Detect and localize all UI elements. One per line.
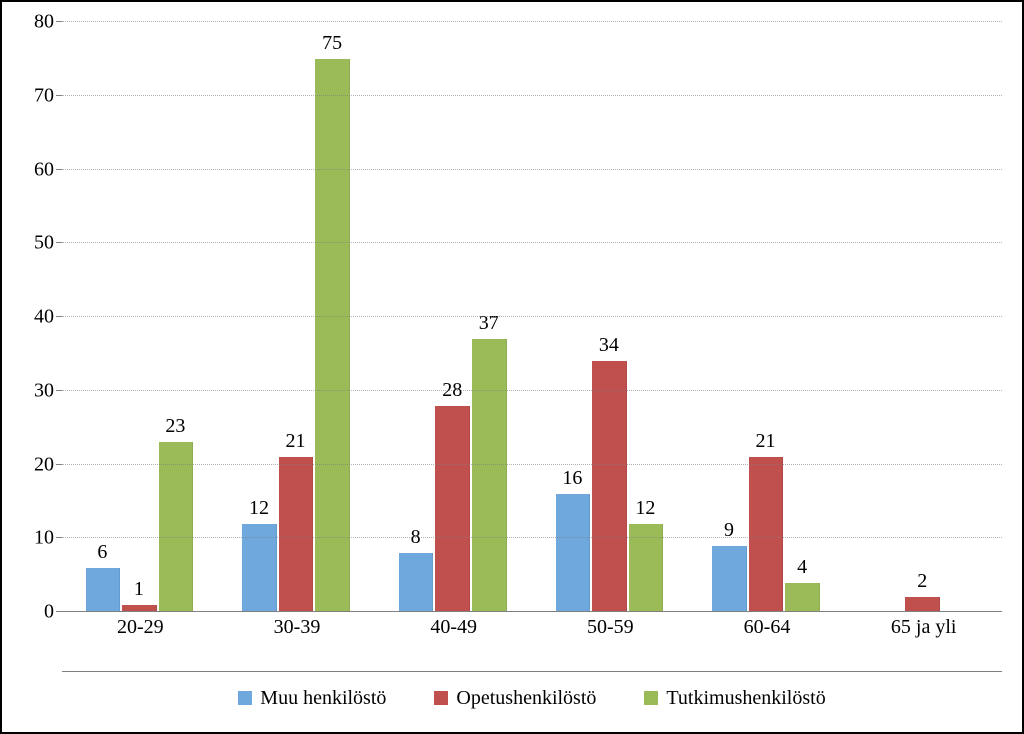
y-tick-label: 0 bbox=[14, 601, 54, 624]
y-tick-mark bbox=[56, 242, 62, 243]
legend-label: Opetushenkilöstö bbox=[456, 687, 596, 710]
bar: 37 bbox=[472, 339, 507, 612]
x-axis-category-label: 20-29 bbox=[117, 616, 164, 639]
legend-item: Tutkimushenkilöstö bbox=[644, 687, 825, 710]
x-axis-category-label: 40-49 bbox=[430, 616, 477, 639]
y-tick-label: 10 bbox=[14, 527, 54, 550]
y-tick-label: 60 bbox=[14, 158, 54, 181]
legend-swatch bbox=[238, 691, 252, 705]
bar-value-label: 16 bbox=[562, 467, 582, 490]
bar: 6 bbox=[86, 568, 121, 612]
y-tick-mark bbox=[56, 169, 62, 170]
y-tick-label: 30 bbox=[14, 379, 54, 402]
bar-value-label: 4 bbox=[797, 556, 807, 579]
x-axis-category-label: 65 ja yli bbox=[891, 616, 957, 639]
y-tick-mark bbox=[56, 21, 62, 22]
legend-label: Tutkimushenkilöstö bbox=[666, 687, 825, 710]
legend-swatch bbox=[644, 691, 658, 705]
y-tick-mark bbox=[56, 316, 62, 317]
bar: 9 bbox=[712, 546, 747, 612]
bar: 8 bbox=[399, 553, 434, 612]
y-tick-label: 20 bbox=[14, 453, 54, 476]
gridline bbox=[62, 242, 1002, 243]
x-axis-category-label: 60-64 bbox=[744, 616, 791, 639]
y-tick-mark bbox=[56, 611, 62, 612]
bar-value-label: 1 bbox=[134, 578, 144, 601]
gridline bbox=[62, 169, 1002, 170]
chart-container: 61231221758283716341292142 0102030405060… bbox=[0, 0, 1024, 734]
bar-value-label: 21 bbox=[756, 430, 776, 453]
bar: 34 bbox=[592, 361, 627, 612]
bar-value-label: 12 bbox=[635, 497, 655, 520]
bar: 4 bbox=[785, 583, 820, 613]
y-tick-mark bbox=[56, 537, 62, 538]
x-axis-labels: 20-29 30-39 40-49 50-59 60-64 65 ja yli bbox=[62, 616, 1002, 646]
gridline bbox=[62, 537, 1002, 538]
x-axis-category-label: 30-39 bbox=[274, 616, 321, 639]
y-tick-mark bbox=[56, 464, 62, 465]
gridline bbox=[62, 21, 1002, 22]
bar: 21 bbox=[279, 457, 314, 612]
legend-item: Muu henkilöstö bbox=[238, 687, 386, 710]
x-axis-baseline bbox=[62, 611, 1002, 612]
bar-value-label: 6 bbox=[97, 541, 107, 564]
bar: 2 bbox=[905, 597, 940, 612]
bar: 23 bbox=[159, 442, 194, 612]
legend-label: Muu henkilöstö bbox=[260, 687, 386, 710]
gridline bbox=[62, 316, 1002, 317]
bar-value-label: 12 bbox=[249, 497, 269, 520]
legend-item: Opetushenkilöstö bbox=[434, 687, 596, 710]
bars-layer: 61231221758283716341292142 bbox=[62, 22, 1002, 612]
bar-value-label: 21 bbox=[286, 430, 306, 453]
gridline bbox=[62, 464, 1002, 465]
y-tick-label: 70 bbox=[14, 84, 54, 107]
gridline bbox=[62, 95, 1002, 96]
bar-value-label: 2 bbox=[917, 570, 927, 593]
plot-area: 61231221758283716341292142 0102030405060… bbox=[62, 22, 1002, 612]
bar: 75 bbox=[315, 59, 350, 612]
bar-value-label: 75 bbox=[322, 32, 342, 55]
legend-swatch bbox=[434, 691, 448, 705]
y-tick-label: 50 bbox=[14, 232, 54, 255]
gridline bbox=[62, 390, 1002, 391]
y-tick-mark bbox=[56, 390, 62, 391]
y-tick-label: 80 bbox=[14, 11, 54, 34]
y-tick-mark bbox=[56, 95, 62, 96]
bar: 21 bbox=[749, 457, 784, 612]
bar-value-label: 23 bbox=[165, 415, 185, 438]
bar-value-label: 34 bbox=[599, 334, 619, 357]
x-axis-category-label: 50-59 bbox=[587, 616, 634, 639]
y-tick-label: 40 bbox=[14, 306, 54, 329]
bar: 28 bbox=[435, 406, 470, 613]
bar: 16 bbox=[556, 494, 591, 612]
legend: Muu henkilöstö Opetushenkilöstö Tutkimushe… bbox=[62, 671, 1002, 718]
